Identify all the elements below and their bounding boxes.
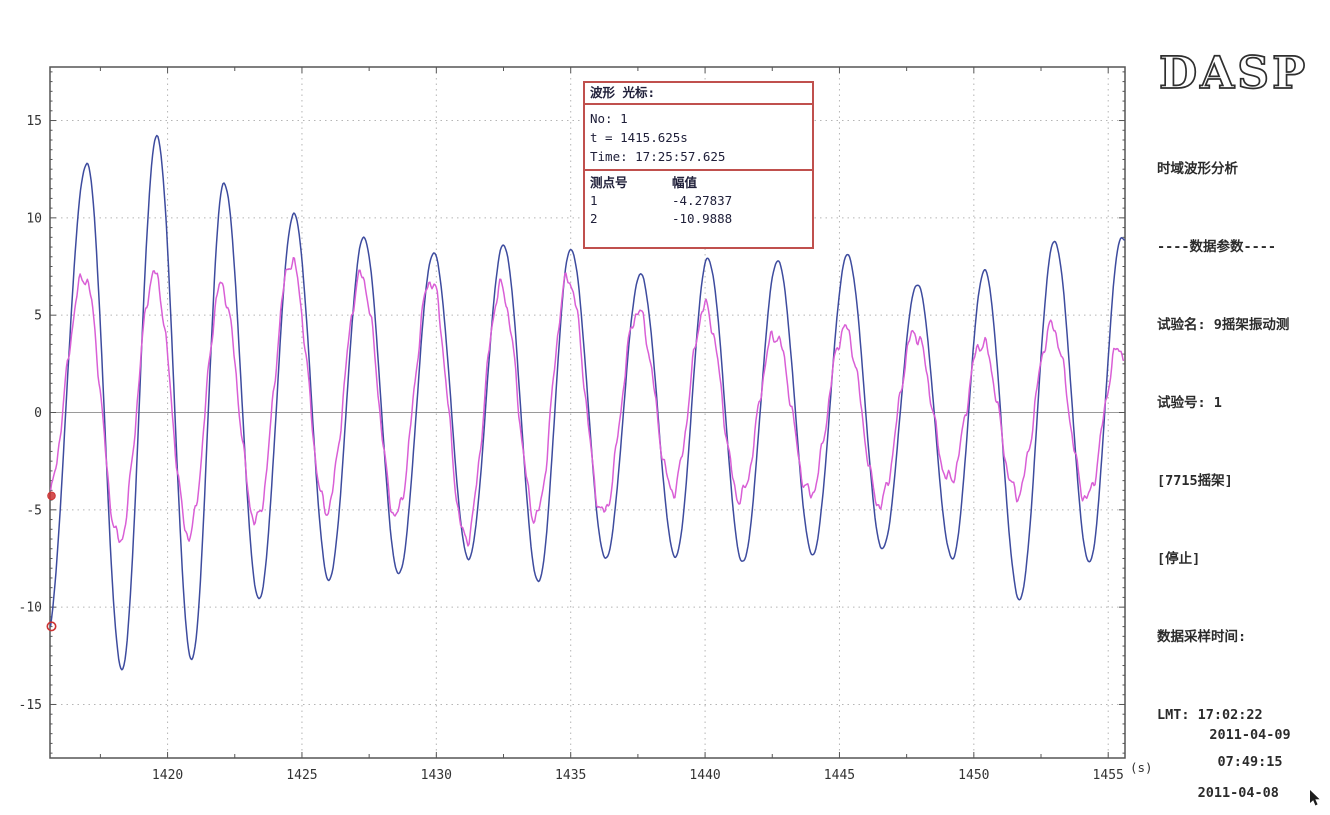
cursor-time-value: Time: 17:25:57.625 [590, 149, 726, 164]
test-number: 试验号: 1 [1157, 395, 1222, 411]
channel-2-id: 2 [590, 211, 598, 226]
channel-1-amplitude: -4.27837 [672, 193, 733, 208]
x-axis-unit-label: (s) [1130, 760, 1153, 775]
cursor-channel-table: 测点号 幅值 1 -4.27837 2 -10.9888 [585, 171, 812, 228]
test-name: 试验名: 9摇架振动测 [1157, 317, 1290, 333]
cursor-box-readout: No: 1 t = 1415.625s Time: 17:25:57.625 [585, 105, 812, 171]
waveform-chart[interactable]: 15 10 5 0 -5 -10 -15 1420 1425 1430 1435 1440 1445 14… [0, 0, 1155, 815]
channel-1-id: 1 [590, 193, 598, 208]
sampling-time-label: 数据采样时间: [1157, 629, 1247, 645]
dasp-logo-text: DASP [1159, 48, 1308, 99]
data-params-header: ----数据参数---- [1157, 239, 1277, 255]
col-amplitude-label: 幅值 [672, 175, 698, 190]
stop-status: [停止] [1157, 551, 1201, 567]
machine-tag: [7715摇架] [1157, 473, 1233, 489]
x-tick-label: 1430 [421, 768, 452, 783]
y-tick-label: -5 [26, 503, 42, 518]
x-tick-label: 1435 [555, 768, 586, 783]
channel-table-header: 测点号 幅值 [590, 174, 812, 192]
x-tick-label: 1455 [1093, 768, 1124, 783]
sampling-lmt: LMT: 17:02:22 [1157, 707, 1263, 723]
print-date: 2011-04-09 [1209, 727, 1291, 743]
print-time: 07:49:15 [1217, 754, 1283, 770]
x-tick-label: 1450 [958, 768, 989, 783]
cursor-marker-channel-2 [46, 621, 57, 632]
x-tick-label: 1445 [824, 768, 855, 783]
parameter-list: 时域波形分析 ----数据参数---- 试验名: 9摇架振动测 试验号: 1 [… [1157, 104, 1329, 815]
channel-2-amplitude: -10.9888 [672, 211, 733, 226]
y-tick-label: 10 [26, 211, 42, 226]
print-timestamp: 2011-04-09 07:49:15 [1180, 722, 1320, 776]
mouse-cursor-icon [1310, 790, 1320, 806]
y-tick-label: 5 [34, 309, 42, 324]
col-point-label: 测点号 [590, 175, 628, 190]
sampling-date: 2011-04-08 [1157, 785, 1279, 801]
y-tick-label: -15 [19, 698, 42, 713]
analysis-title: 时域波形分析 [1157, 161, 1238, 177]
x-tick-label: 1420 [152, 768, 183, 783]
cursor-marker-channel-1 [47, 491, 56, 501]
cursor-number: No: 1 [590, 111, 628, 126]
channel-row-2: 2 -10.9888 [590, 210, 812, 228]
x-tick-label: 1440 [689, 768, 720, 783]
cursor-box-title: 波形 光标: [585, 83, 812, 105]
y-tick-label: 15 [26, 114, 42, 129]
trace-channel-1 [49, 256, 1125, 547]
info-panel: DASP 时域波形分析 ----数据参数---- 试验名: 9摇架振动测 试验号… [1157, 47, 1329, 815]
channel-row-1: 1 -4.27837 [590, 192, 812, 210]
x-tick-label: 1425 [286, 768, 317, 783]
dasp-logo: DASP [1157, 47, 1329, 100]
y-tick-label: 0 [34, 406, 42, 421]
y-tick-label: -10 [19, 601, 42, 616]
trace-channel-2 [49, 134, 1126, 671]
cursor-info-box: 波形 光标: No: 1 t = 1415.625s Time: 17:25:5… [583, 81, 814, 249]
cursor-t-value: t = 1415.625s [590, 130, 688, 145]
